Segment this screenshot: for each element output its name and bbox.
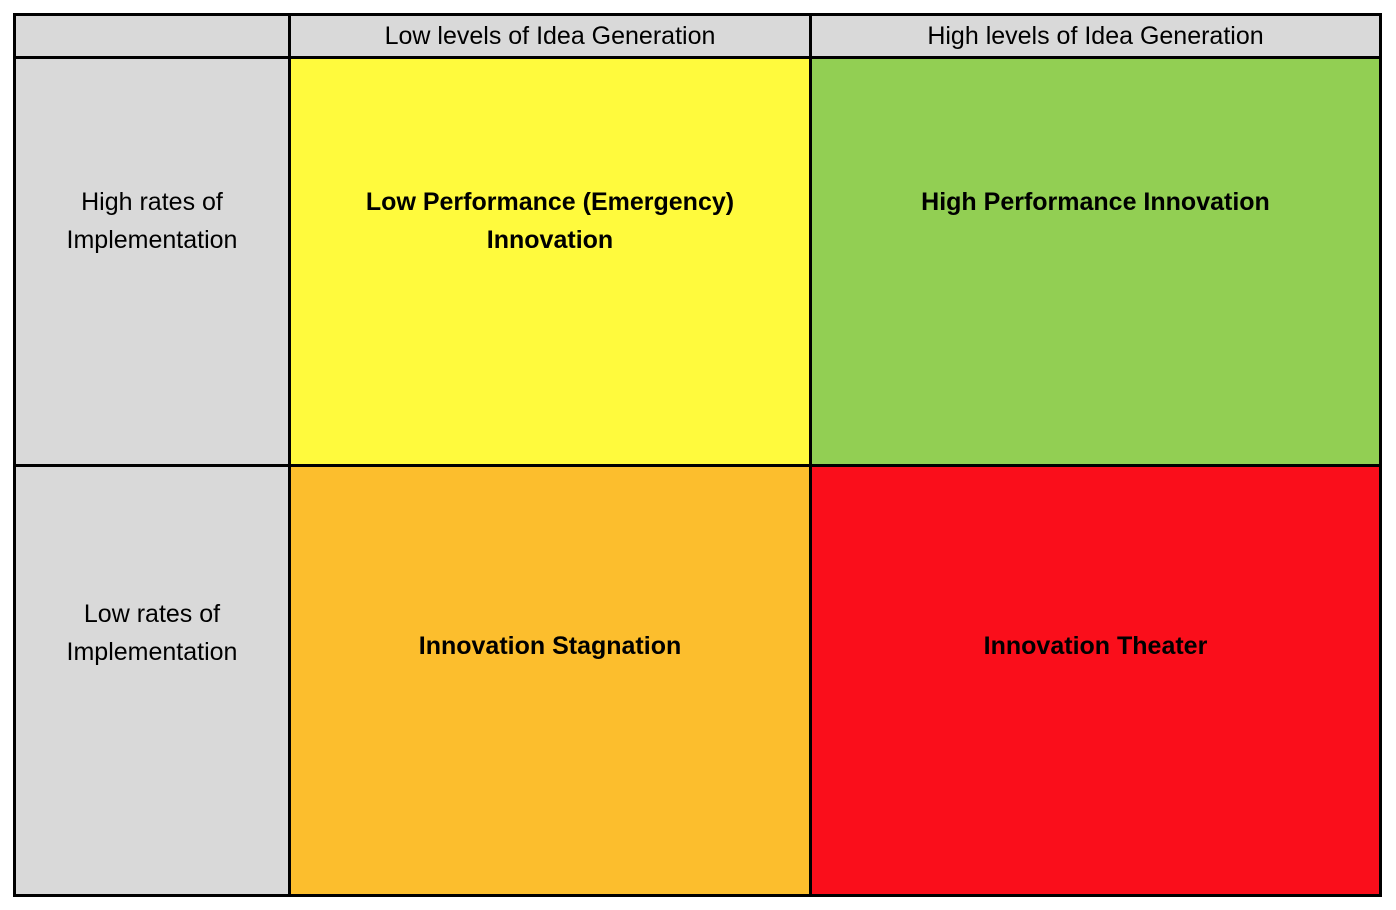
header-corner-cell [16, 16, 288, 56]
column-header-low-idea-generation-label: Low levels of Idea Generation [384, 22, 716, 50]
quadrant-innovation-theater-title: Innovation Theater [983, 632, 1208, 660]
quadrant-high-performance-innovation-title: High Performance Innovation [921, 188, 1270, 216]
quadrant-high-performance-innovation: High Performance Innovation [812, 59, 1379, 464]
row-label-low-implementation: Low rates of Implementation [16, 467, 288, 894]
row-label-low-implementation-text: Low rates of Implementation [66, 600, 238, 666]
column-header-low-idea-generation: Low levels of Idea Generation [291, 16, 809, 56]
quadrant-innovation-stagnation: Innovation Stagnation [291, 467, 809, 894]
row-label-high-implementation: High rates of Implementation [16, 59, 288, 464]
quadrant-innovation-stagnation-title: Innovation Stagnation [418, 632, 682, 660]
quadrant-low-performance-emergency-innovation-title: Low Performance (Emergency) Innovation [365, 188, 735, 254]
column-header-high-idea-generation: High levels of Idea Generation [812, 16, 1379, 56]
quadrant-innovation-theater: Innovation Theater [812, 467, 1379, 894]
row-label-high-implementation-text: High rates of Implementation [66, 188, 238, 254]
column-header-high-idea-generation-label: High levels of Idea Generation [927, 22, 1264, 50]
innovation-matrix-table: Low levels of Idea Generation High level… [13, 13, 1382, 897]
quadrant-low-performance-emergency-innovation: Low Performance (Emergency) Innovation [291, 59, 809, 464]
